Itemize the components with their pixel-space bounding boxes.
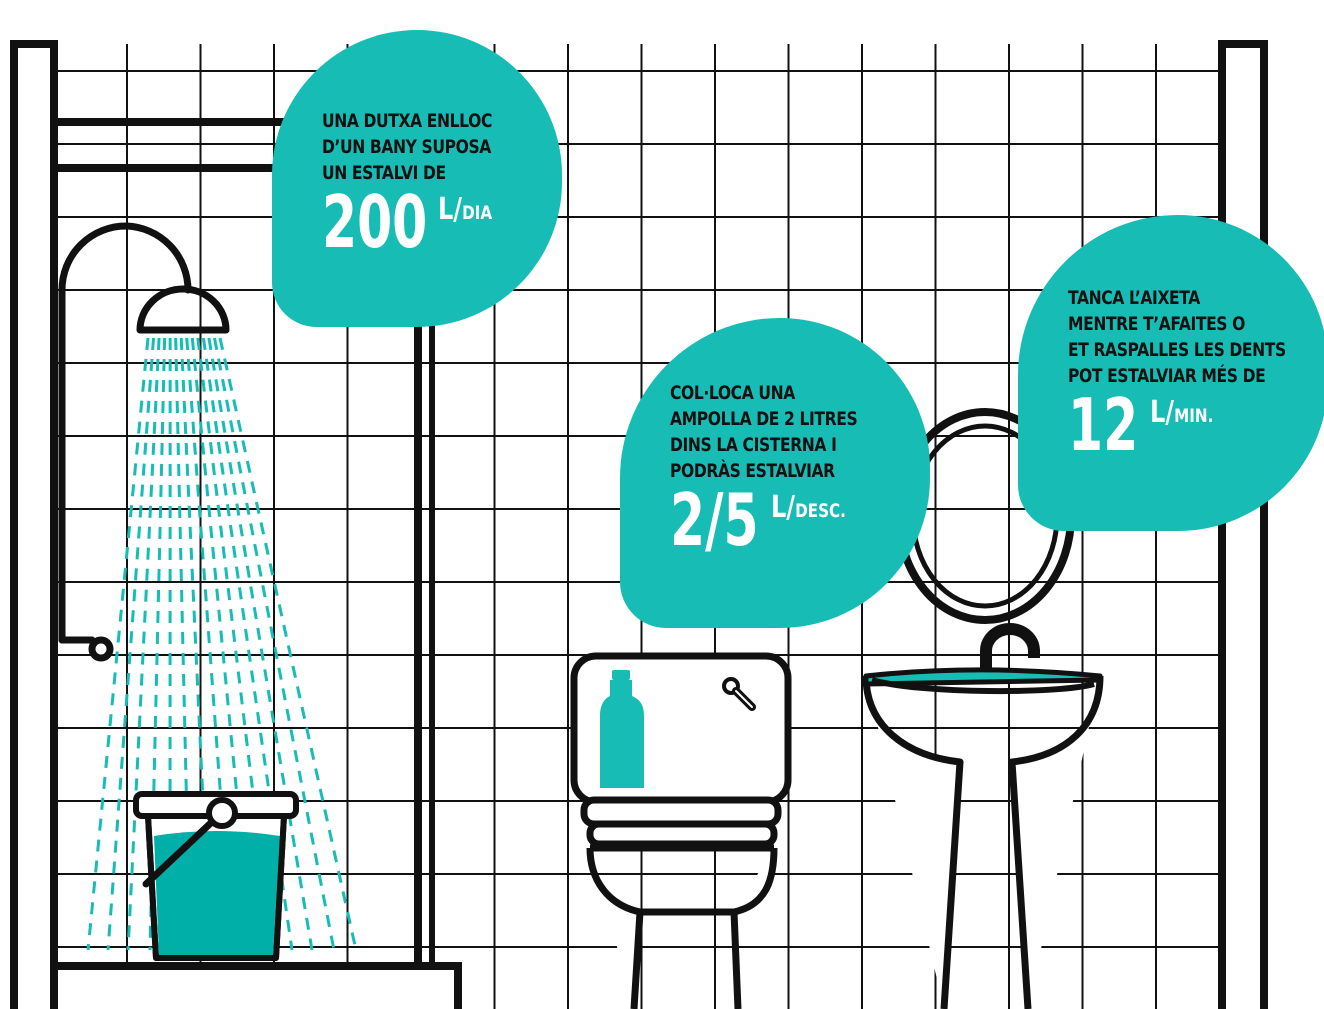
wall-frame — [10, 40, 1268, 1009]
toilet-tip-bubble: Col·loca una ampolla de 2 litres dins la… — [620, 318, 930, 628]
shower-tip-line: Una dutxa enlloc — [322, 110, 492, 132]
shower-tip-unit: L/dia — [438, 192, 492, 227]
tap-tip-line: pot estalviar més de — [1068, 365, 1266, 387]
shower-frame — [54, 118, 435, 962]
flush-button-icon — [722, 677, 756, 711]
shower-tip-bubble: Una dutxa enlloc d’un bany suposa un est… — [272, 30, 562, 327]
shower-tip-value: 200 — [322, 180, 428, 264]
unit-sub: dia — [462, 202, 493, 224]
tap-tip-line: mentre t’afaites o — [1068, 313, 1245, 335]
water-stream — [86, 337, 150, 951]
toilet-tip-line: Col·loca una — [670, 382, 795, 404]
shower-head-icon — [58, 222, 230, 662]
shower-tip-value-row: 200 L/dia — [322, 186, 562, 258]
tap-tip-value: 12 — [1068, 383, 1139, 467]
tap-tip-unit: L/min. — [1150, 395, 1213, 430]
shower-tray — [54, 962, 462, 1009]
toilet-tip-value: 2/5 — [670, 478, 759, 562]
tap-tip-value-row: 12 L/min. — [1068, 389, 1324, 461]
unit-main: L/ — [438, 192, 463, 227]
toilet-tip-value-row: 2/5 L/desc. — [670, 484, 930, 556]
sink-icon — [862, 667, 1104, 1009]
water-stream — [106, 337, 156, 951]
shower-tip-line: d’un bany suposa — [322, 136, 491, 158]
water-stream — [126, 337, 161, 951]
tap-tip-line: Tanca l’aixeta — [1068, 287, 1200, 309]
toilet-tip-unit: L/desc. — [771, 490, 846, 525]
unit-main: L/ — [770, 490, 795, 525]
unit-sub: min. — [1174, 405, 1214, 427]
toilet-tip-line: dins la cisterna i — [670, 434, 837, 456]
toilet-tip-line: ampolla de 2 litres — [670, 408, 858, 430]
unit-main: L/ — [1150, 395, 1175, 430]
bottle-icon — [600, 670, 644, 788]
tap-tip-line: et raspalles les dents — [1068, 339, 1286, 361]
shower-tip-line: un estalvi de — [322, 162, 446, 184]
toilet-tip-line: podràs estalviar — [670, 460, 835, 482]
unit-sub: desc. — [794, 500, 846, 522]
bucket-icon — [133, 791, 299, 961]
tap-tip-bubble: Tanca l’aixeta mentre t’afaites o et ras… — [1018, 215, 1324, 531]
faucet-icon — [980, 622, 1040, 668]
